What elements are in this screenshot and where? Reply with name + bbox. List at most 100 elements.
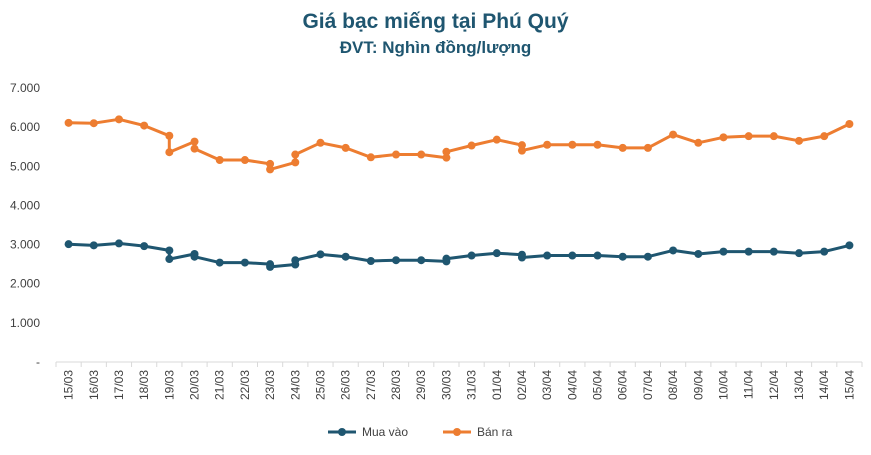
data-point-sell [140, 121, 149, 130]
x-tick-label: 15/04 [842, 370, 856, 400]
x-tick-label: 20/03 [188, 370, 202, 400]
x-tick-label: 23/03 [263, 370, 277, 400]
legend-marker-buy [338, 428, 346, 436]
legend-label-buy: Mua vào [362, 425, 408, 439]
chart-title-block: Giá bạc miếng tại Phú Quý ĐVT: Nghìn đồn… [0, 8, 871, 60]
data-point-sell [291, 150, 300, 159]
data-point-sell [215, 156, 224, 165]
x-tick-label: 01/04 [490, 370, 504, 400]
x-tick-label: 09/04 [691, 370, 705, 400]
series-line-buy [67, 241, 851, 269]
legend: Mua vào Bán ra [328, 425, 513, 439]
chart-subtitle: ĐVT: Nghìn đồng/lượng [339, 38, 532, 57]
data-point-buy [618, 252, 627, 261]
data-point-sell [820, 132, 829, 141]
data-point-sell [366, 153, 375, 162]
data-point-sell [114, 115, 123, 124]
data-point-buy [316, 250, 325, 259]
x-tick-label: 15/03 [62, 370, 76, 400]
data-point-sell [266, 159, 275, 168]
data-point-sell [669, 130, 678, 139]
series-layer [64, 115, 854, 271]
data-point-buy [744, 247, 753, 256]
data-point-sell [517, 141, 526, 150]
y-tick-label: 3.000 [10, 238, 40, 252]
data-point-buy [643, 252, 652, 261]
data-point-buy [795, 249, 804, 258]
data-point-buy [492, 249, 501, 258]
data-point-sell [165, 148, 174, 157]
x-tick-label: 27/03 [364, 370, 378, 400]
data-point-sell [442, 153, 451, 162]
data-point-sell [795, 136, 804, 145]
data-point-sell [643, 143, 652, 152]
data-point-sell [593, 140, 602, 149]
data-point-buy [291, 256, 300, 265]
x-tick-label: 14/04 [817, 370, 831, 400]
chart-title: Giá bạc miếng tại Phú Quý [302, 10, 569, 33]
data-point-sell [190, 144, 199, 153]
data-point-sell [568, 140, 577, 149]
legend-label-sell: Bán ra [477, 425, 513, 439]
data-point-buy [266, 262, 275, 271]
data-point-sell [291, 158, 300, 167]
y-tick-label: - [36, 355, 40, 369]
legend-marker-sell [453, 428, 461, 436]
data-point-buy [165, 246, 174, 255]
data-point-sell [694, 138, 703, 147]
x-tick-label: 21/03 [213, 370, 227, 400]
x-tick-label: 03/04 [540, 370, 554, 400]
x-tick-label: 13/04 [792, 370, 806, 400]
x-tick-label: 04/04 [565, 370, 579, 400]
data-point-sell [517, 146, 526, 155]
data-point-buy [442, 254, 451, 263]
x-tick-label: 29/03 [414, 370, 428, 400]
data-point-buy [543, 251, 552, 260]
x-tick-label: 12/04 [767, 370, 781, 400]
x-tick-label: 31/03 [465, 370, 479, 400]
data-point-buy [64, 240, 73, 249]
x-tick-label: 30/03 [439, 370, 453, 400]
x-tick-label: 19/03 [162, 370, 176, 400]
data-point-sell [618, 143, 627, 152]
x-tick-label: 22/03 [238, 370, 252, 400]
data-point-buy [392, 256, 401, 265]
data-point-sell [89, 119, 98, 128]
data-point-buy [719, 247, 728, 256]
data-point-buy [366, 257, 375, 266]
data-point-buy [467, 251, 476, 260]
data-point-buy [417, 256, 426, 265]
data-point-buy [190, 252, 199, 261]
data-point-buy [820, 247, 829, 256]
data-point-buy [769, 247, 778, 256]
data-point-buy [114, 239, 123, 248]
data-point-sell [442, 147, 451, 156]
x-axis: 15/03 16/03 17/03 18/03 19/03 20/03 21/03 22/03… [55, 361, 863, 400]
data-point-sell [769, 132, 778, 141]
x-tick-label: 08/04 [666, 370, 680, 400]
data-point-sell [190, 137, 199, 146]
x-tick-label: 17/03 [112, 370, 126, 400]
x-tick-label: 07/04 [641, 370, 655, 400]
x-tick-label: 25/03 [313, 370, 327, 400]
y-tick-label: 1.000 [10, 316, 40, 330]
data-point-sell [744, 132, 753, 141]
data-point-buy [517, 253, 526, 262]
x-tick-label: 18/03 [137, 370, 151, 400]
x-tick-label: 10/04 [716, 370, 730, 400]
series-line-sell [67, 117, 851, 171]
data-point-buy [593, 251, 602, 260]
data-point-sell [543, 140, 552, 149]
data-point-sell [467, 141, 476, 150]
x-tick-label: 28/03 [389, 370, 403, 400]
x-tick-label: 11/04 [742, 370, 756, 399]
data-point-sell [165, 131, 174, 140]
y-tick-label: 5.000 [10, 159, 40, 173]
y-tick-label: 2.000 [10, 277, 40, 291]
x-tick-label: 05/04 [591, 370, 605, 400]
data-point-buy [240, 258, 249, 267]
data-point-sell [417, 150, 426, 159]
data-point-buy [140, 242, 149, 251]
y-tick-label: 7.000 [10, 81, 40, 95]
